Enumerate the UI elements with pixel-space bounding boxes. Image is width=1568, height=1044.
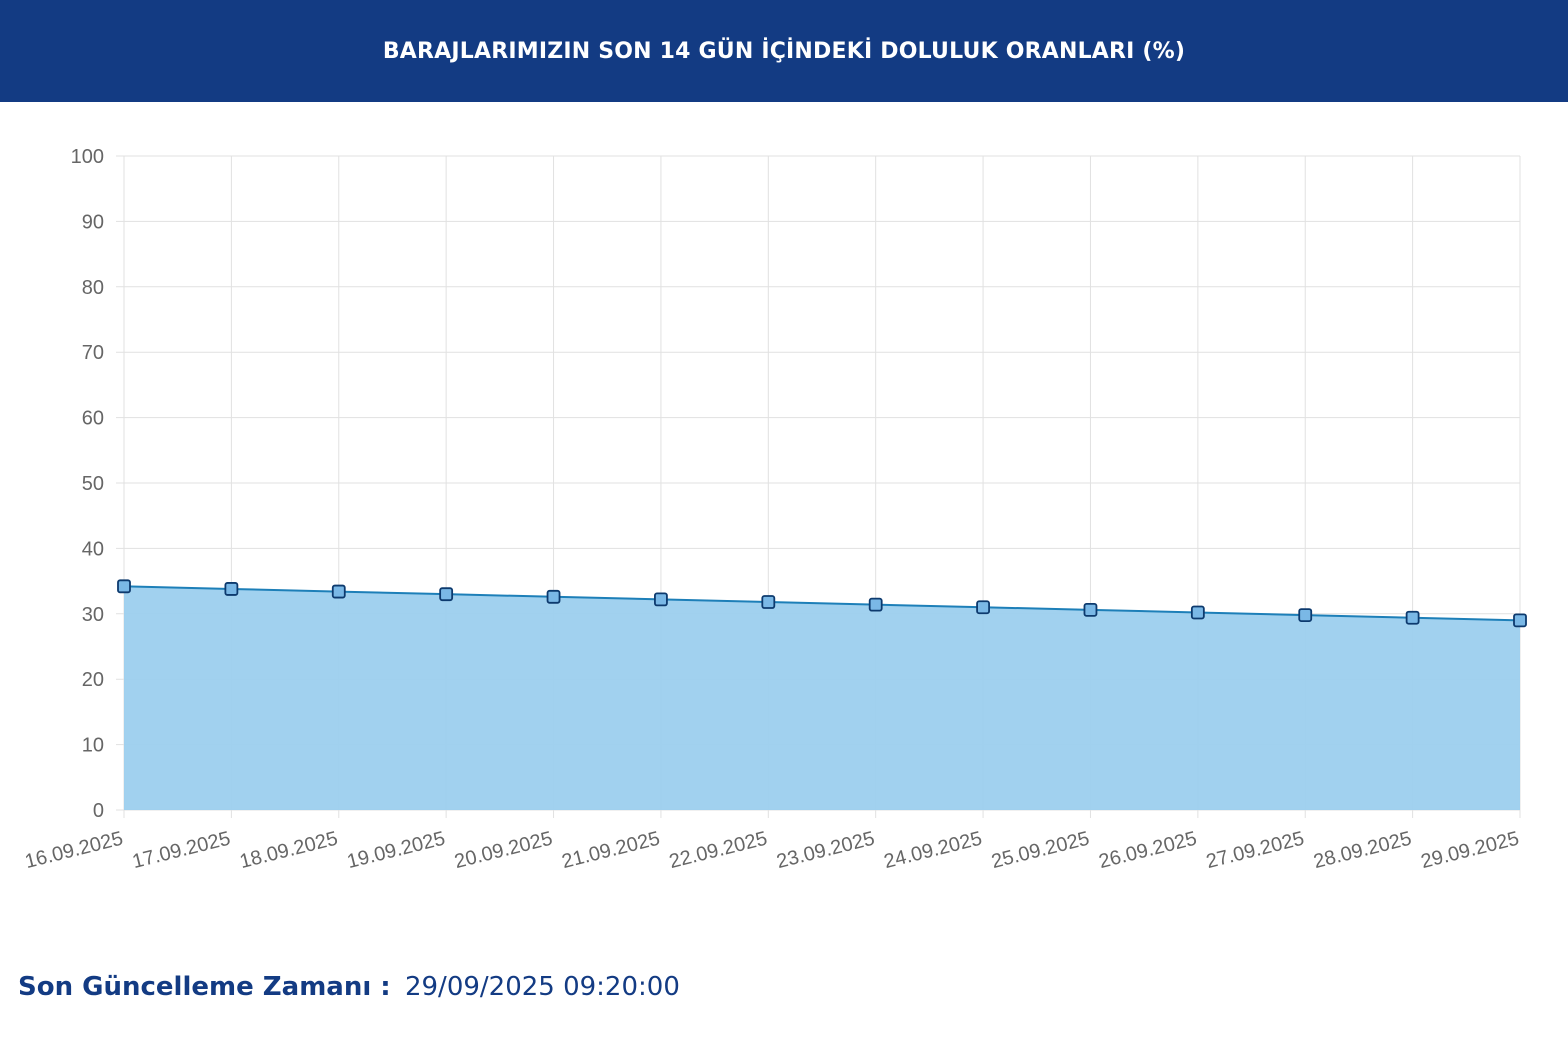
data-point[interactable] <box>117 579 131 594</box>
last-update-label: Son Güncelleme Zamanı : <box>18 972 391 1002</box>
y-tick-label: 50 <box>82 473 104 495</box>
data-point[interactable] <box>331 584 346 599</box>
y-tick-label: 30 <box>82 604 104 626</box>
data-point[interactable] <box>868 597 883 612</box>
x-tick-label: 18.09.2025 <box>238 828 340 874</box>
y-axis-ticks: 0 10 20 30 40 50 60 70 80 90 100 <box>71 146 104 822</box>
data-point[interactable] <box>976 600 990 615</box>
x-tick-label: 24.09.2025 <box>882 828 984 874</box>
last-update-value: 29/09/2025 09:20:00 <box>404 972 680 1002</box>
x-tick-label: 25.09.2025 <box>989 828 1091 874</box>
x-tick-label: 16.09.2025 <box>23 828 125 874</box>
x-tick-label: 29.09.2025 <box>1419 828 1521 874</box>
last-update: Son Güncelleme Zamanı : 29/09/2025 09:20… <box>18 972 680 1002</box>
data-point[interactable] <box>1298 608 1313 623</box>
y-tick-label: 10 <box>82 735 104 757</box>
data-point[interactable] <box>1190 605 1205 620</box>
data-point[interactable] <box>654 592 668 607</box>
y-tick-label: 80 <box>82 277 104 299</box>
chart-svg: 0 10 20 30 40 50 60 70 80 90 100 16.09.2025 17.09.2… <box>23 146 1527 874</box>
y-tick-label: 100 <box>71 146 104 168</box>
data-point[interactable] <box>1513 613 1527 628</box>
y-tick-label: 20 <box>82 669 104 691</box>
x-tick-label: 20.09.2025 <box>452 828 554 874</box>
series-line <box>123 585 1521 622</box>
x-tick-label: 17.09.2025 <box>130 828 232 874</box>
x-tick-label: 21.09.2025 <box>560 828 662 874</box>
data-point[interactable] <box>546 589 561 604</box>
x-tick-label: 27.09.2025 <box>1204 828 1306 874</box>
y-tick-label: 70 <box>82 342 104 364</box>
data-point[interactable] <box>761 595 776 609</box>
y-tick-label: 0 <box>93 800 104 822</box>
x-tick-label: 19.09.2025 <box>345 828 447 874</box>
series-area <box>124 586 1520 810</box>
marker-layer <box>117 579 1527 628</box>
data-point[interactable] <box>224 582 239 596</box>
header-bar: BARAJLARIMIZIN SON 14 GÜN İÇİNDEKİ DOLUL… <box>0 0 1568 102</box>
area-layer <box>123 585 1521 810</box>
x-tick-label: 26.09.2025 <box>1097 828 1199 874</box>
x-tick-label: 22.09.2025 <box>667 828 769 874</box>
x-tick-label: 28.09.2025 <box>1311 828 1413 874</box>
data-point[interactable] <box>439 587 454 602</box>
x-axis-ticks: 16.09.2025 17.09.2025 18.09.2025 19.09.2025… <box>23 828 1521 874</box>
chart-container: 0 10 20 30 40 50 60 70 80 90 100 16.09.2025 17.09.2… <box>0 102 1568 922</box>
data-point[interactable] <box>1083 602 1098 617</box>
y-tick-label: 90 <box>82 211 104 233</box>
y-tick-label: 60 <box>82 408 104 430</box>
data-point[interactable] <box>1405 610 1420 625</box>
page-title: BARAJLARIMIZIN SON 14 GÜN İÇİNDEKİ DOLUL… <box>382 38 1186 64</box>
x-tick-label: 23.09.2025 <box>774 828 876 874</box>
y-tick-label: 40 <box>82 538 104 560</box>
